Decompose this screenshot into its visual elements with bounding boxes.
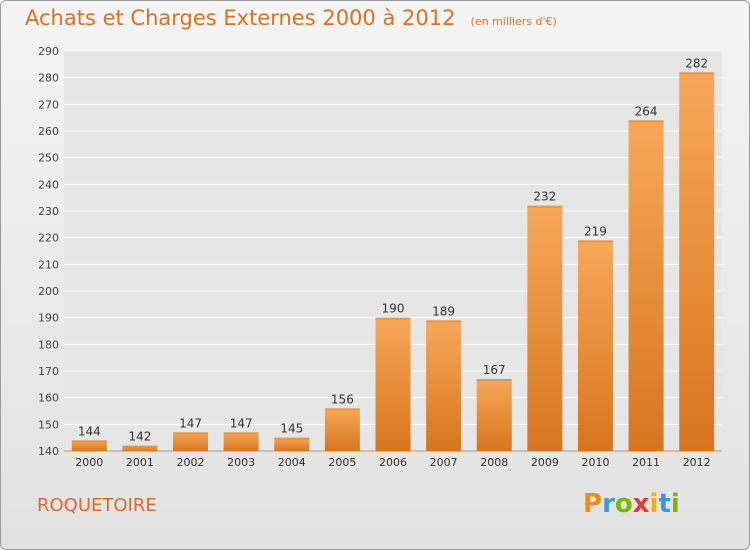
bar-value-label: 145 <box>280 422 303 436</box>
bar <box>122 445 158 451</box>
bar <box>577 240 613 451</box>
x-tick-label: 2003 <box>227 456 255 469</box>
logo-letter: P <box>583 489 603 519</box>
bar-value-label: 189 <box>432 304 455 318</box>
bar-top-edge <box>375 317 411 320</box>
bar-value-label: 264 <box>635 104 658 118</box>
y-tick-label: 290 <box>38 45 59 58</box>
y-tick-label: 210 <box>38 258 59 271</box>
bar-top-edge <box>274 437 310 440</box>
x-tick-label: 2008 <box>480 456 508 469</box>
bar <box>527 205 563 451</box>
bar <box>476 379 512 451</box>
bar-top-edge <box>628 120 664 123</box>
x-tick-label: 2002 <box>177 456 205 469</box>
proxiti-logo[interactable]: Proxiti <box>583 489 680 519</box>
y-axis-labels: 140 150 160 170 180 190 200 210 220 230 240 250 260 2… <box>38 45 59 458</box>
bar <box>223 432 259 451</box>
bar-top-edge <box>324 408 360 411</box>
chart-title: Achats et Charges Externes 2000 à 2012 <box>25 6 456 30</box>
bar-value-label: 142 <box>128 430 151 444</box>
bar-value-label: 190 <box>382 302 405 316</box>
bars <box>71 72 715 451</box>
bar-value-label: 219 <box>584 224 607 238</box>
logo-letter: i <box>649 489 659 519</box>
x-tick-label: 2009 <box>531 456 559 469</box>
y-tick-label: 230 <box>38 205 59 218</box>
bar <box>324 408 360 451</box>
x-tick-label: 2006 <box>379 456 407 469</box>
bar-value-label: 147 <box>230 416 253 430</box>
commune-name: ROQUETOIRE <box>37 495 157 516</box>
bar <box>274 437 310 451</box>
value-labels: 144 142 147 147 145 156 190 189 167 232 219 264 282 <box>78 56 708 443</box>
bar <box>426 320 462 451</box>
title-row: Achats et Charges Externes 2000 à 2012 (… <box>25 6 557 30</box>
y-tick-label: 260 <box>38 125 59 138</box>
bar-top-edge <box>71 440 107 443</box>
x-tick-label: 2012 <box>683 456 711 469</box>
bar <box>375 317 411 451</box>
bar-value-label: 167 <box>483 363 506 377</box>
x-tick-label: 2001 <box>126 456 154 469</box>
bar-value-label: 156 <box>331 392 354 406</box>
x-tick-label: 2011 <box>632 456 660 469</box>
bar-value-label: 147 <box>179 416 202 430</box>
bar-value-label: 282 <box>685 56 708 70</box>
bar-value-label: 232 <box>533 190 556 204</box>
y-tick-label: 140 <box>38 445 59 458</box>
bar-top-edge <box>476 379 512 381</box>
y-tick-label: 150 <box>38 418 59 431</box>
chart-unit: (en milliers d'€) <box>470 15 557 28</box>
x-tick-label: 2000 <box>75 456 103 469</box>
y-tick-label: 250 <box>38 152 59 165</box>
bar-top-edge <box>223 432 259 435</box>
bar <box>71 440 107 451</box>
logo-letter: i <box>670 489 680 519</box>
x-axis-labels: 2000 2001 2002 2003 2004 2005 2006 2007 2008 2009… <box>75 456 710 469</box>
y-tick-label: 190 <box>38 312 59 325</box>
logo-letter: o <box>614 489 633 519</box>
y-tick-label: 220 <box>38 232 59 245</box>
bar-top-edge <box>426 320 462 323</box>
bar-top-edge <box>577 240 613 243</box>
bar <box>679 72 715 451</box>
x-tick-label: 2005 <box>328 456 356 469</box>
bar-top-edge <box>173 432 209 435</box>
y-tick-label: 240 <box>38 178 59 191</box>
logo-letter: x <box>632 489 650 519</box>
bar <box>628 120 664 451</box>
logo-letter: t <box>658 489 671 519</box>
y-tick-label: 170 <box>38 365 59 378</box>
y-tick-label: 160 <box>38 392 59 405</box>
y-tick-label: 280 <box>38 72 59 85</box>
bar-top-edge <box>679 72 715 75</box>
bar-top-edge <box>122 445 158 448</box>
bar <box>173 432 209 451</box>
bar-top-edge <box>527 205 563 208</box>
y-tick-label: 200 <box>38 285 59 298</box>
logo-letter: r <box>602 489 615 519</box>
y-tick-label: 180 <box>38 338 59 351</box>
x-tick-label: 2010 <box>581 456 609 469</box>
bar-value-label: 144 <box>78 424 101 438</box>
x-tick-label: 2007 <box>430 456 458 469</box>
x-tick-label: 2004 <box>278 456 306 469</box>
y-tick-label: 270 <box>38 98 59 111</box>
